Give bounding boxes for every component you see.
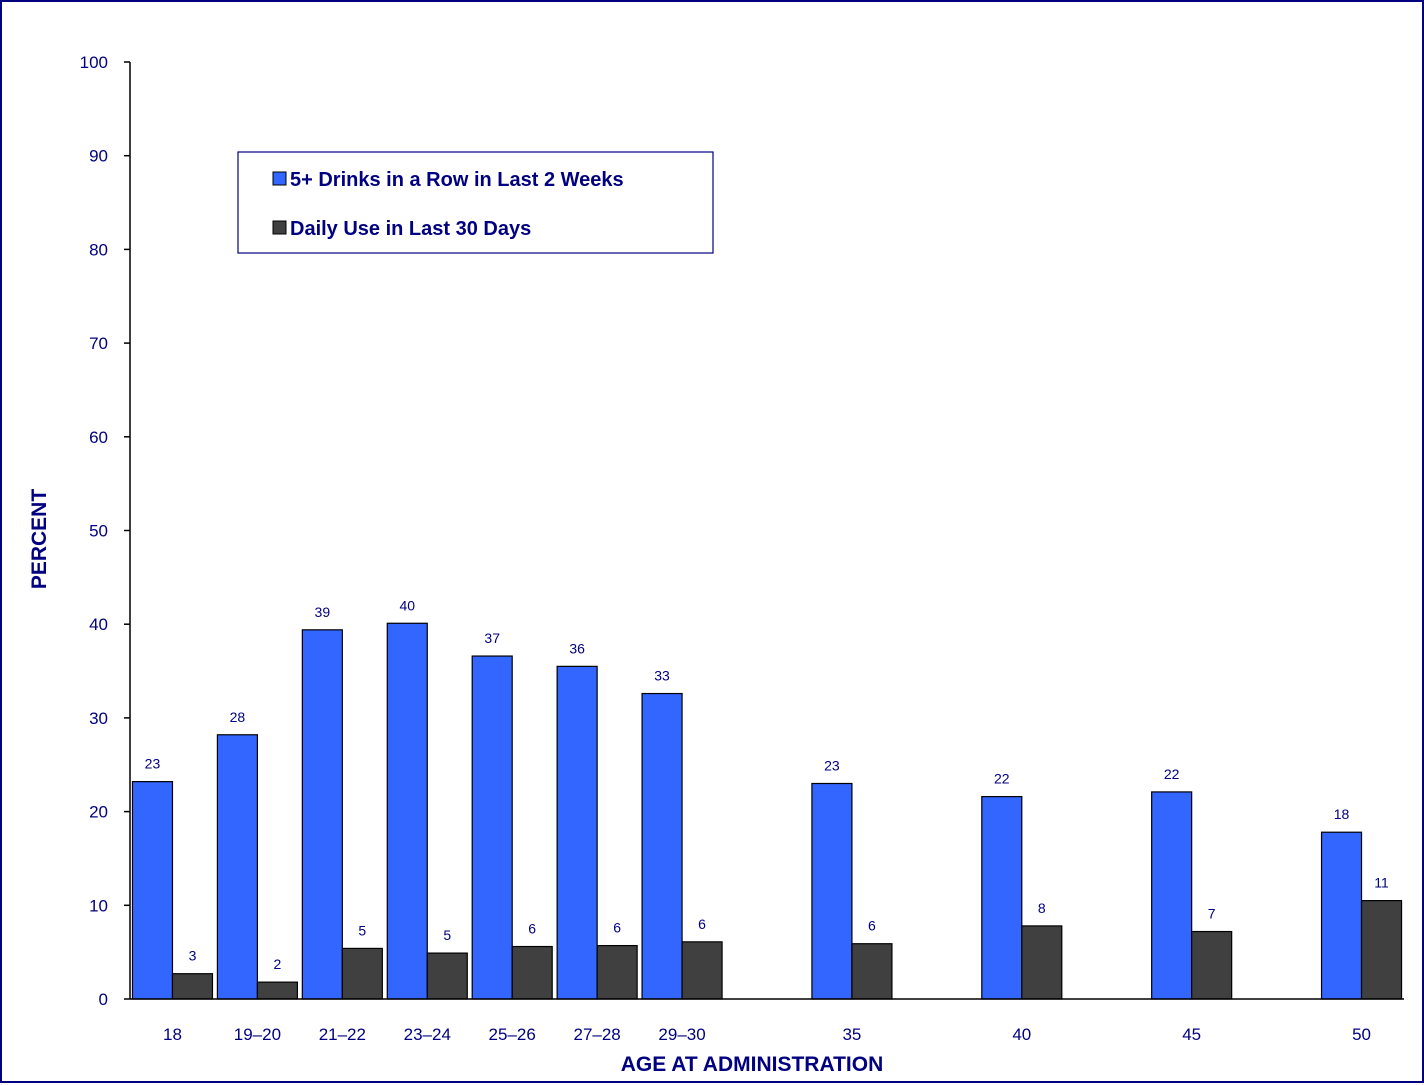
bar-daily-use [1360, 900, 1403, 1000]
bars-group [131, 622, 1403, 1000]
bar-daily-use [681, 941, 723, 1000]
data-label: 7 [1208, 906, 1216, 922]
x-tick-label: 50 [1352, 1025, 1371, 1044]
bar-daily-use [1021, 925, 1063, 1000]
y-tick-label: 100 [80, 53, 108, 72]
bar-binge-drinking [386, 622, 428, 1000]
y-tick-label: 10 [89, 896, 108, 915]
x-tick-label: 45 [1182, 1025, 1201, 1044]
x-tick-label: 19–20 [234, 1025, 281, 1044]
y-tick-label: 90 [89, 147, 108, 166]
y-tick-label: 80 [89, 240, 108, 259]
bar-binge-drinking [556, 665, 598, 1000]
x-tick-label: 29–30 [658, 1025, 705, 1044]
legend-swatch-daily [272, 220, 287, 235]
data-label: 37 [484, 630, 500, 646]
data-label: 23 [824, 757, 840, 773]
bar-daily-use [341, 947, 383, 1000]
bar-daily-use [596, 944, 638, 1000]
legend-label-binge: 5+ Drinks in a Row in Last 2 Weeks [290, 169, 624, 191]
bar-binge-drinking [1320, 831, 1363, 1000]
bar-daily-use [851, 943, 893, 1000]
y-tick-label: 40 [89, 615, 108, 634]
x-tick-label: 27–28 [573, 1025, 620, 1044]
data-label: 5 [443, 927, 451, 943]
data-label: 28 [230, 709, 246, 725]
y-tick-label: 30 [89, 709, 108, 728]
legend-label-daily: Daily Use in Last 30 Days [290, 218, 531, 240]
legend-box [237, 151, 714, 254]
bar-daily-use [256, 981, 298, 1000]
data-label: 39 [315, 604, 331, 620]
data-label: 22 [994, 771, 1010, 787]
bar-binge-drinking [471, 655, 513, 1000]
data-label: 11 [1374, 875, 1389, 891]
bar-binge-drinking [216, 734, 258, 1000]
x-axis-title: AGE AT ADMINISTRATION [621, 1053, 883, 1076]
data-label: 18 [1334, 806, 1350, 822]
data-label: 33 [654, 668, 670, 684]
bar-daily-use [511, 945, 553, 1000]
y-tick-label: 0 [99, 990, 108, 1009]
data-label: 2 [274, 956, 282, 972]
x-tick-label: 35 [842, 1025, 861, 1044]
bar-binge-drinking [131, 781, 174, 1000]
data-label: 6 [868, 918, 876, 934]
y-tick-label: 60 [89, 428, 108, 447]
bar-binge-drinking [641, 692, 683, 1000]
bar-binge-drinking [811, 782, 853, 1000]
data-label: 22 [1164, 766, 1180, 782]
data-label: 3 [189, 948, 197, 964]
bar-binge-drinking [981, 796, 1023, 1000]
y-axis-title: PERCENT [28, 489, 51, 590]
data-label: 23 [145, 756, 161, 772]
data-label: 6 [698, 916, 706, 932]
data-label: 5 [358, 922, 366, 938]
bar-binge-drinking [301, 629, 343, 1000]
data-label: 40 [399, 597, 415, 613]
bar-daily-use [426, 952, 468, 1000]
y-axis-ticks: 0 10 20 30 40 50 60 70 80 90 100 [80, 53, 130, 1009]
x-tick-label: 23–24 [404, 1025, 451, 1044]
x-tick-label: 25–26 [489, 1025, 536, 1044]
legend-swatch-binge [272, 171, 287, 186]
x-tick-label: 40 [1012, 1025, 1031, 1044]
bar-daily-use [171, 973, 214, 1000]
data-label: 6 [613, 920, 621, 936]
data-label: 36 [569, 640, 585, 656]
legend: 5+ Drinks in a Row in Last 2 Weeks Daily… [237, 151, 714, 254]
y-tick-label: 70 [89, 334, 108, 353]
bar-daily-use [1191, 930, 1233, 1000]
y-tick-label: 50 [89, 522, 108, 541]
bar-binge-drinking [1151, 791, 1193, 1000]
x-tick-label: 21–22 [319, 1025, 366, 1044]
data-label: 8 [1038, 900, 1046, 916]
data-labels-group: 23 3 28 2 39 5 40 5 37 6 36 6 33 6 23 6 22 8 22 7 18 11 [145, 597, 1389, 972]
data-label: 6 [528, 921, 536, 937]
y-tick-label: 20 [89, 803, 108, 822]
x-axis-ticks: 18 19–20 21–22 23–24 25–26 27–28 29–30 35 40 45 50 [163, 1025, 1371, 1044]
x-tick-label: 18 [163, 1025, 182, 1044]
